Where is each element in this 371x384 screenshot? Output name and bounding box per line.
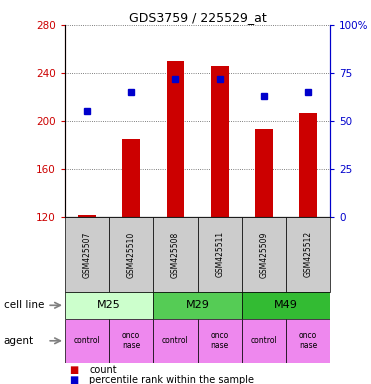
Text: GSM425511: GSM425511	[215, 231, 224, 278]
Text: onco
nase: onco nase	[210, 331, 229, 351]
Text: control: control	[250, 336, 277, 345]
Bar	[242, 217, 286, 292]
Text: control: control	[74, 336, 101, 345]
Text: ■: ■	[69, 365, 78, 375]
Text: cell line: cell line	[4, 300, 44, 310]
Bar	[198, 217, 242, 292]
Text: M25: M25	[97, 300, 121, 310]
Text: M49: M49	[274, 300, 298, 310]
Bar	[153, 217, 198, 292]
Bar	[65, 292, 153, 319]
Text: onco
nase: onco nase	[299, 331, 317, 351]
Text: GSM425508: GSM425508	[171, 231, 180, 278]
Text: GSM425510: GSM425510	[127, 231, 136, 278]
Text: agent: agent	[4, 336, 34, 346]
Bar	[198, 319, 242, 363]
Bar	[255, 129, 273, 217]
Bar	[242, 319, 286, 363]
Bar	[286, 217, 330, 292]
Bar	[65, 319, 109, 363]
Bar	[211, 66, 229, 217]
Title: GDS3759 / 225529_at: GDS3759 / 225529_at	[129, 11, 266, 24]
Bar	[153, 319, 198, 363]
Bar	[122, 139, 140, 217]
Bar	[286, 319, 330, 363]
Text: M29: M29	[186, 300, 210, 310]
Bar	[109, 217, 153, 292]
Bar	[78, 215, 96, 217]
Bar	[242, 292, 330, 319]
Text: count: count	[89, 365, 116, 375]
Bar	[299, 113, 317, 217]
Text: percentile rank within the sample: percentile rank within the sample	[89, 375, 254, 384]
Bar	[153, 292, 242, 319]
Bar	[109, 319, 153, 363]
Text: ■: ■	[69, 375, 78, 384]
Bar	[65, 217, 109, 292]
Text: onco
nase: onco nase	[122, 331, 140, 351]
Text: GSM425507: GSM425507	[82, 231, 92, 278]
Bar	[167, 61, 184, 217]
Text: GSM425509: GSM425509	[259, 231, 268, 278]
Text: control: control	[162, 336, 189, 345]
Text: GSM425512: GSM425512	[303, 231, 313, 278]
